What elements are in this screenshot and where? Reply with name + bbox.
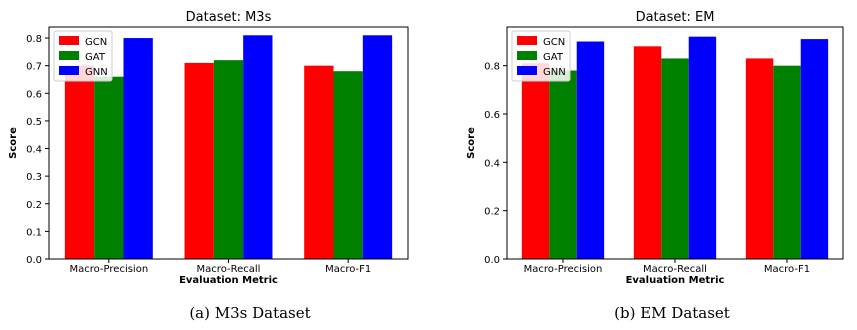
y-tick-label: 0.4	[484, 158, 500, 169]
legend-label-gat: GAT	[543, 52, 564, 63]
y-tick-label: 0.8	[484, 62, 500, 73]
x-tick-label: Macro-Recall	[643, 264, 707, 275]
bar-gcn-macro-precision	[64, 65, 95, 260]
caption-em: (b) EM Dataset	[614, 304, 730, 322]
legend-swatch-gnn	[59, 66, 79, 75]
bar-gat-macro-recall	[661, 58, 689, 259]
y-tick-label: 0.3	[26, 172, 42, 183]
y-tick-label: 0.6	[484, 110, 500, 121]
chart-em: Dataset: EM 0.0 0.2 0.4 0.6 0.8 Macro-Precisio…	[466, 10, 844, 286]
bar-gat-macro-f1	[333, 71, 363, 259]
chart-m3s: Dataset: M3s 0.0 0.1 0.2 0.3 0.4 0.5 0.6 0.7 0.8 M…	[8, 10, 409, 286]
y-tick-label: 0.0	[26, 255, 42, 266]
legend-label-gcn: GCN	[85, 37, 107, 48]
x-tick-label: Macro-F1	[764, 264, 810, 275]
bar-gcn-macro-precision	[521, 63, 550, 259]
legend-label-gnn: GNN	[85, 67, 108, 78]
legend-swatch-gnn	[517, 66, 537, 75]
legend: GCN GAT GNN	[511, 30, 571, 82]
chart-title: Dataset: M3s	[186, 10, 272, 25]
y-tick-label: 0.6	[26, 89, 42, 100]
bar-gnn-macro-f1	[362, 35, 393, 260]
x-axis-label: Evaluation Metric	[179, 275, 278, 286]
bar-gnn-macro-precision	[576, 41, 605, 259]
bar-gat-macro-precision	[549, 70, 577, 259]
legend-swatch-gcn	[517, 36, 537, 45]
legend-label-gnn: GNN	[543, 67, 566, 78]
y-axis-label: Score	[8, 127, 19, 159]
x-tick-label: Macro-Precision	[69, 264, 148, 275]
legend-label-gat: GAT	[85, 52, 106, 63]
x-tick-label: Macro-F1	[325, 264, 371, 275]
bar-gcn-macro-recall	[633, 46, 662, 260]
caption-m3s: (a) M3s Dataset	[189, 304, 311, 322]
bar-gat-macro-f1	[773, 65, 801, 260]
bar-gnn-macro-recall	[688, 36, 717, 259]
bar-gcn-macro-f1	[745, 58, 774, 259]
y-tick-label: 0.4	[26, 145, 42, 156]
legend: GCN GAT GNN	[53, 30, 113, 82]
y-axis-label: Score	[466, 127, 477, 159]
bar-gnn-macro-precision	[123, 38, 153, 259]
bar-gnn-macro-f1	[800, 39, 829, 260]
y-tick-label: 0.8	[26, 34, 42, 45]
bar-gnn-macro-recall	[243, 35, 273, 260]
legend-swatch-gat	[517, 51, 537, 60]
y-tick-label: 0.2	[484, 207, 500, 218]
chart-title: Dataset: EM	[636, 10, 715, 25]
bar-gat-macro-precision	[94, 76, 124, 259]
y-tick-label: 0.2	[26, 200, 42, 211]
legend-swatch-gat	[59, 51, 79, 60]
y-tick-label: 0.5	[26, 117, 42, 128]
bar-gcn-macro-recall	[184, 62, 214, 260]
y-tick-label: 0.7	[26, 62, 42, 73]
x-tick-label: Macro-Recall	[197, 264, 261, 275]
x-tick-label: Macro-Precision	[524, 264, 603, 275]
bar-gat-macro-recall	[213, 60, 244, 260]
y-tick-label: 0.1	[26, 227, 42, 238]
bar-gcn-macro-f1	[304, 65, 334, 260]
legend-label-gcn: GCN	[543, 37, 565, 48]
y-tick-label: 0.0	[484, 255, 500, 266]
legend-swatch-gcn	[59, 36, 79, 45]
x-axis-label: Evaluation Metric	[626, 275, 725, 286]
